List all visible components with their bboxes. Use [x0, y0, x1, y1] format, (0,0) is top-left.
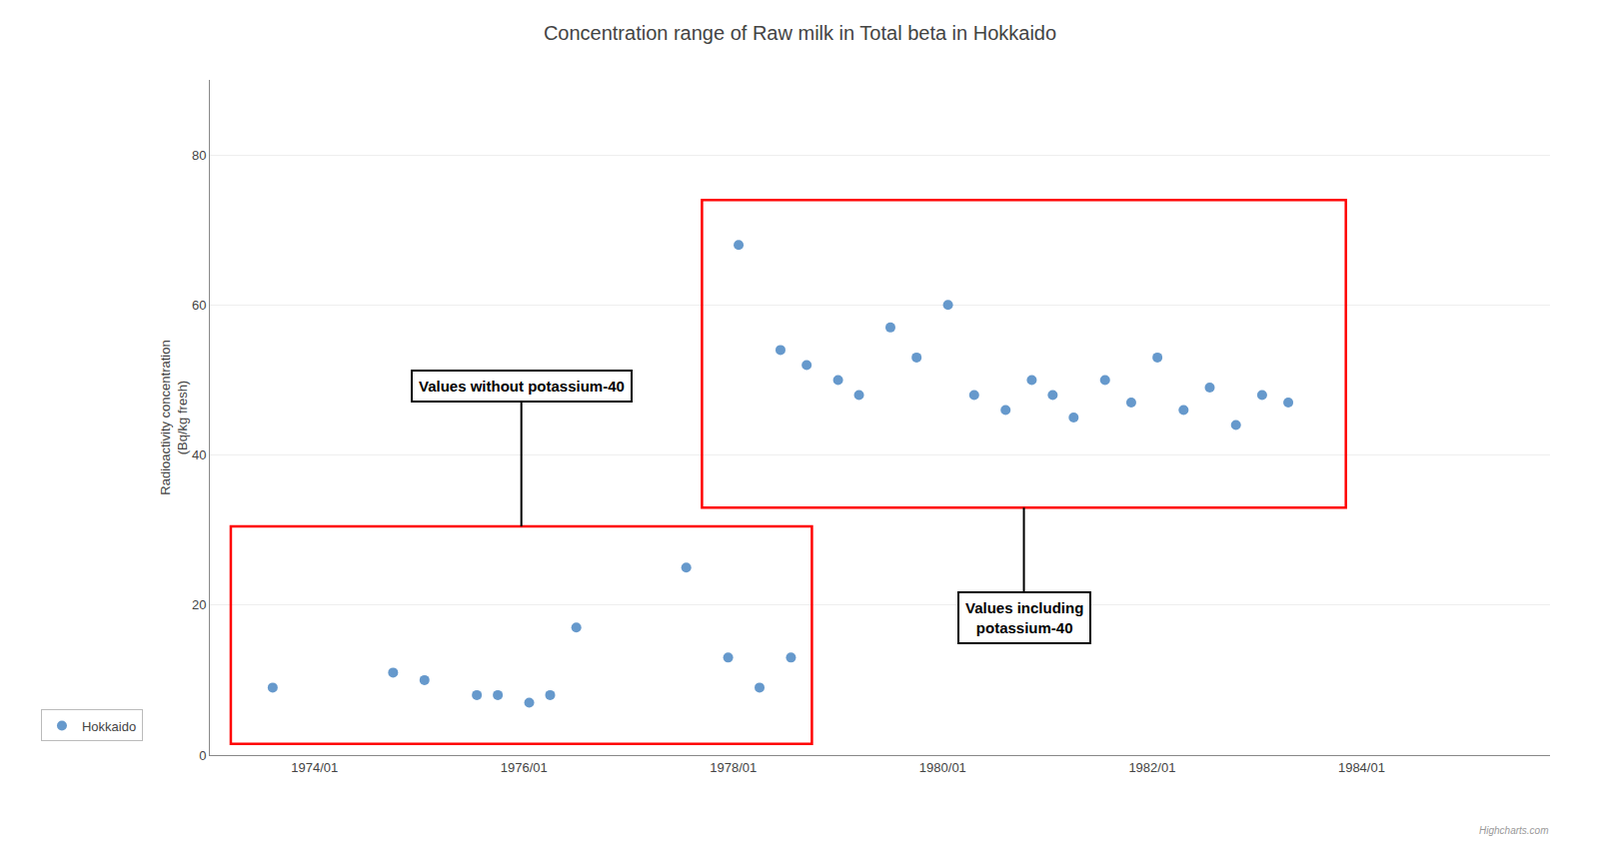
svg-text:1976/01: 1976/01	[500, 760, 548, 776]
svg-text:Highcharts.com: Highcharts.com	[1479, 825, 1549, 837]
svg-text:1978/01: 1978/01	[709, 760, 757, 776]
svg-text:Values includingpotassium-40: Values includingpotassium-40	[965, 599, 1084, 637]
svg-text:0: 0	[198, 748, 206, 764]
svg-text:1982/01: 1982/01	[1128, 760, 1176, 776]
svg-text:60: 60	[191, 297, 206, 313]
svg-text:Concentration range of Raw mil: Concentration range of Raw milk in Total…	[543, 21, 1057, 44]
svg-text:1974/01: 1974/01	[290, 760, 338, 776]
svg-text:20: 20	[191, 597, 206, 613]
svg-text:Values without potassium-40: Values without potassium-40	[418, 377, 625, 395]
svg-text:Hokkaido: Hokkaido	[81, 719, 136, 735]
svg-text:1980/01: 1980/01	[919, 760, 967, 776]
svg-text:80: 80	[191, 147, 206, 163]
svg-text:1984/01: 1984/01	[1338, 760, 1386, 776]
svg-text:40: 40	[191, 447, 206, 463]
svg-text:Radioactivity concentration(Bq: Radioactivity concentration(Bq/kg fresh)	[157, 339, 190, 495]
